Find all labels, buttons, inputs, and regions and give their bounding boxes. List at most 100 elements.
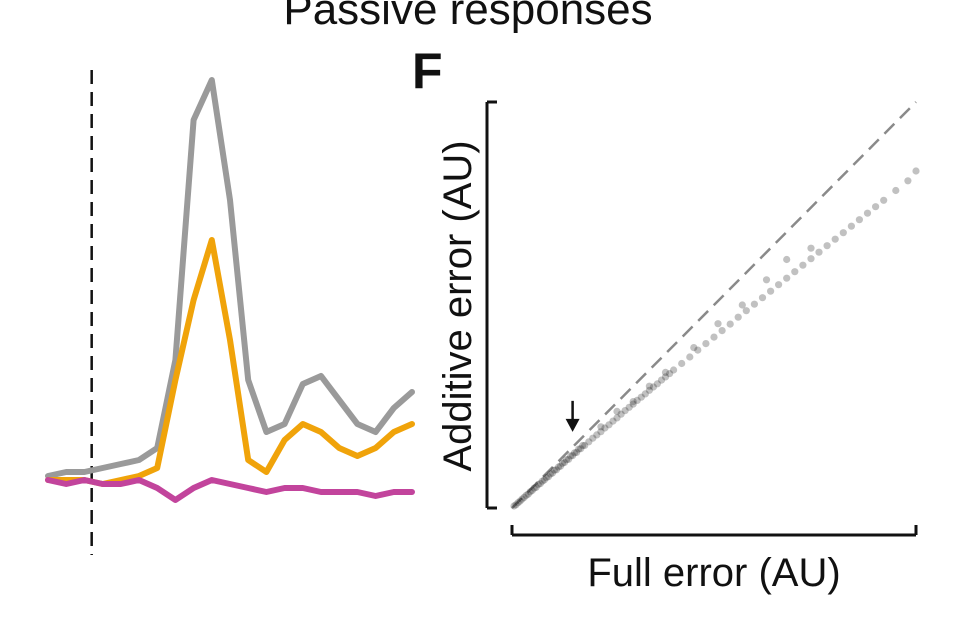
- scatter-points: [510, 167, 920, 510]
- scatter-point: [560, 458, 569, 467]
- scatter-point: [783, 274, 791, 282]
- scatter-point: [556, 462, 565, 470]
- scatter-point: [734, 313, 742, 321]
- scatter-point: [880, 196, 888, 204]
- scatter-y-axis-label: Additive error (AU): [436, 140, 480, 471]
- scatter-point: [536, 480, 544, 488]
- scatter-point: [534, 480, 542, 489]
- scatter-point: [666, 370, 674, 378]
- scatter-point: [726, 320, 734, 328]
- scatter-point: [562, 456, 571, 464]
- scatter-point: [625, 403, 633, 411]
- scatter-point: [514, 499, 522, 507]
- trace-line-1: [45, 77, 415, 479]
- scatter-point: [758, 294, 767, 302]
- arrow-head: [565, 418, 580, 432]
- scatter-point: [633, 396, 641, 404]
- scatter-point: [775, 281, 783, 289]
- scatter-point: [847, 222, 856, 230]
- scatter-point: [767, 287, 775, 295]
- scatter-point: [577, 445, 585, 453]
- scatter-point: [904, 177, 912, 185]
- scatter-point: [542, 474, 550, 482]
- trace-group: [45, 77, 415, 503]
- response-traces-panel: [45, 70, 415, 555]
- scatter-point: [863, 209, 872, 217]
- scatter-point: [546, 470, 555, 478]
- scatter-x-axis-label: Full error (AU): [587, 551, 840, 595]
- scatter-point: [597, 423, 605, 431]
- scatter-point: [892, 186, 900, 195]
- scatter-point: [512, 501, 520, 509]
- scatter-point: [554, 463, 563, 471]
- scatter-point: [528, 486, 536, 495]
- arrow-annotation: [565, 400, 580, 432]
- scatter-point: [839, 229, 847, 237]
- scatter-point: [661, 373, 670, 381]
- scatter-point: [807, 244, 815, 252]
- scatter-point: [567, 452, 575, 460]
- scatter-point: [742, 307, 750, 315]
- scatter-point: [597, 428, 605, 436]
- scatter-point: [585, 438, 593, 446]
- scatter-point: [823, 242, 831, 250]
- scatter-point: [581, 441, 589, 450]
- scatter-point: [544, 473, 553, 481]
- scatter-point: [629, 400, 637, 408]
- scatter-point: [657, 376, 666, 384]
- scatter-point: [649, 383, 658, 391]
- scatter-point: [569, 452, 577, 460]
- scatter-point: [613, 414, 621, 422]
- scatter-point: [831, 235, 839, 243]
- scatter-point: [575, 445, 583, 453]
- scatter-point: [714, 320, 722, 328]
- scatter-point: [621, 407, 629, 415]
- scatter-panel: Full error (AU) Additive error (AU): [436, 100, 920, 595]
- scatter-point: [641, 390, 649, 398]
- scatter-point: [912, 167, 920, 175]
- scatter-point: [573, 448, 581, 456]
- scatter-point: [807, 255, 815, 263]
- scatter-point: [571, 449, 579, 457]
- scatter-point: [686, 353, 694, 361]
- panel-letter: F: [412, 43, 443, 99]
- scatter-point: [670, 366, 678, 374]
- scatter-point: [522, 491, 530, 499]
- scatter-point: [518, 495, 526, 503]
- scatter-point: [601, 424, 609, 432]
- scatter-point: [738, 301, 746, 309]
- scatter-point: [526, 488, 534, 496]
- scatter-point: [710, 333, 718, 341]
- scatter-point: [617, 410, 625, 418]
- scatter-point: [645, 382, 654, 390]
- scatter-point: [694, 346, 702, 354]
- scatter-point: [510, 502, 518, 510]
- trace-line-3: [45, 477, 415, 503]
- scatter-point: [516, 497, 524, 505]
- scatter-point: [548, 469, 557, 477]
- scatter-point: [702, 340, 710, 348]
- scatter-point: [605, 421, 613, 429]
- scatter-point: [550, 466, 559, 474]
- scatter-point: [579, 441, 587, 450]
- scatter-point: [791, 268, 799, 276]
- scatter-point: [530, 484, 538, 492]
- scatter-point: [690, 344, 698, 352]
- scatter-point: [750, 300, 759, 308]
- scatter-point: [609, 417, 617, 425]
- scatter-point: [783, 255, 791, 264]
- scatter-point: [661, 368, 670, 376]
- scatter-point: [552, 466, 561, 474]
- scatter-point: [799, 261, 807, 269]
- scatter-point: [593, 431, 601, 439]
- figure-title: Passive responses: [283, 0, 652, 34]
- scatter-point: [540, 476, 548, 484]
- scatter-point: [538, 477, 546, 485]
- scatter-point: [524, 490, 532, 498]
- identity-dashed-line: [511, 101, 917, 509]
- scatter-point: [532, 483, 540, 491]
- trace-line-2: [45, 237, 415, 487]
- scatter-point: [629, 398, 637, 406]
- scatter-point: [855, 216, 864, 224]
